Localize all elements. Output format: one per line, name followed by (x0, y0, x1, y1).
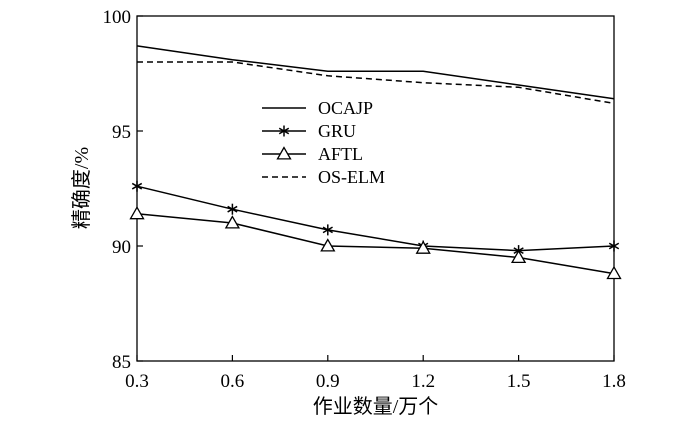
x-tick-label: 1.8 (602, 371, 626, 392)
series-os-elm (137, 61, 615, 105)
x-tick-label: 0.6 (221, 371, 245, 392)
series-line-os-elm (137, 61, 615, 105)
series-aftl (129, 205, 622, 280)
y-tick-label: 90 (112, 237, 131, 258)
data-point-asterisk (278, 125, 290, 137)
x-axis-title: 作业数量/万个 (313, 395, 439, 418)
legend-label: OCAJP (318, 98, 373, 118)
data-point-triangle (129, 205, 145, 220)
plot-frame (136, 15, 615, 362)
series-line-gru (136, 185, 615, 252)
series-line-ocajp (136, 45, 615, 100)
series-gru (131, 180, 620, 257)
legend-item-aftl: AFTL (262, 144, 363, 164)
legend-label: OS-ELM (318, 167, 385, 187)
y-tick-label: 100 (103, 7, 132, 28)
y-tick-label: 95 (112, 122, 131, 143)
legend: OCAJP GRU AFTL OS-ELM (262, 98, 385, 187)
data-point-asterisk (227, 203, 238, 215)
series-layer (129, 45, 622, 280)
data-point-triangle (276, 146, 292, 160)
y-tick-label: 85 (112, 352, 131, 373)
series-ocajp (136, 45, 615, 100)
legend-item-os-elm: OS-ELM (262, 167, 385, 187)
legend-label: AFTL (318, 144, 363, 164)
data-point-asterisk (322, 224, 333, 236)
y-axis-title: 精确度/% (70, 147, 93, 229)
x-tick-label: 1.5 (507, 371, 531, 392)
x-tick-label: 0.3 (125, 371, 149, 392)
data-point-triangle (224, 215, 241, 229)
legend-item-gru: GRU (262, 121, 356, 141)
legend-item-ocajp: OCAJP (262, 98, 373, 118)
y-axis: 85 90 95 100 (103, 7, 143, 373)
data-point-asterisk (608, 240, 620, 252)
data-point-triangle (606, 265, 622, 280)
x-tick-label: 1.2 (411, 371, 435, 392)
data-point-asterisk (131, 180, 143, 192)
x-tick-label: 0.9 (316, 371, 340, 392)
x-axis: 0.3 0.6 0.9 1.2 1.5 1.8 (125, 355, 626, 392)
legend-label: GRU (318, 121, 356, 141)
data-point-triangle (320, 238, 336, 252)
data-point-triangle (510, 249, 527, 264)
series-line-aftl (136, 213, 615, 275)
data-point-triangle (415, 240, 431, 254)
